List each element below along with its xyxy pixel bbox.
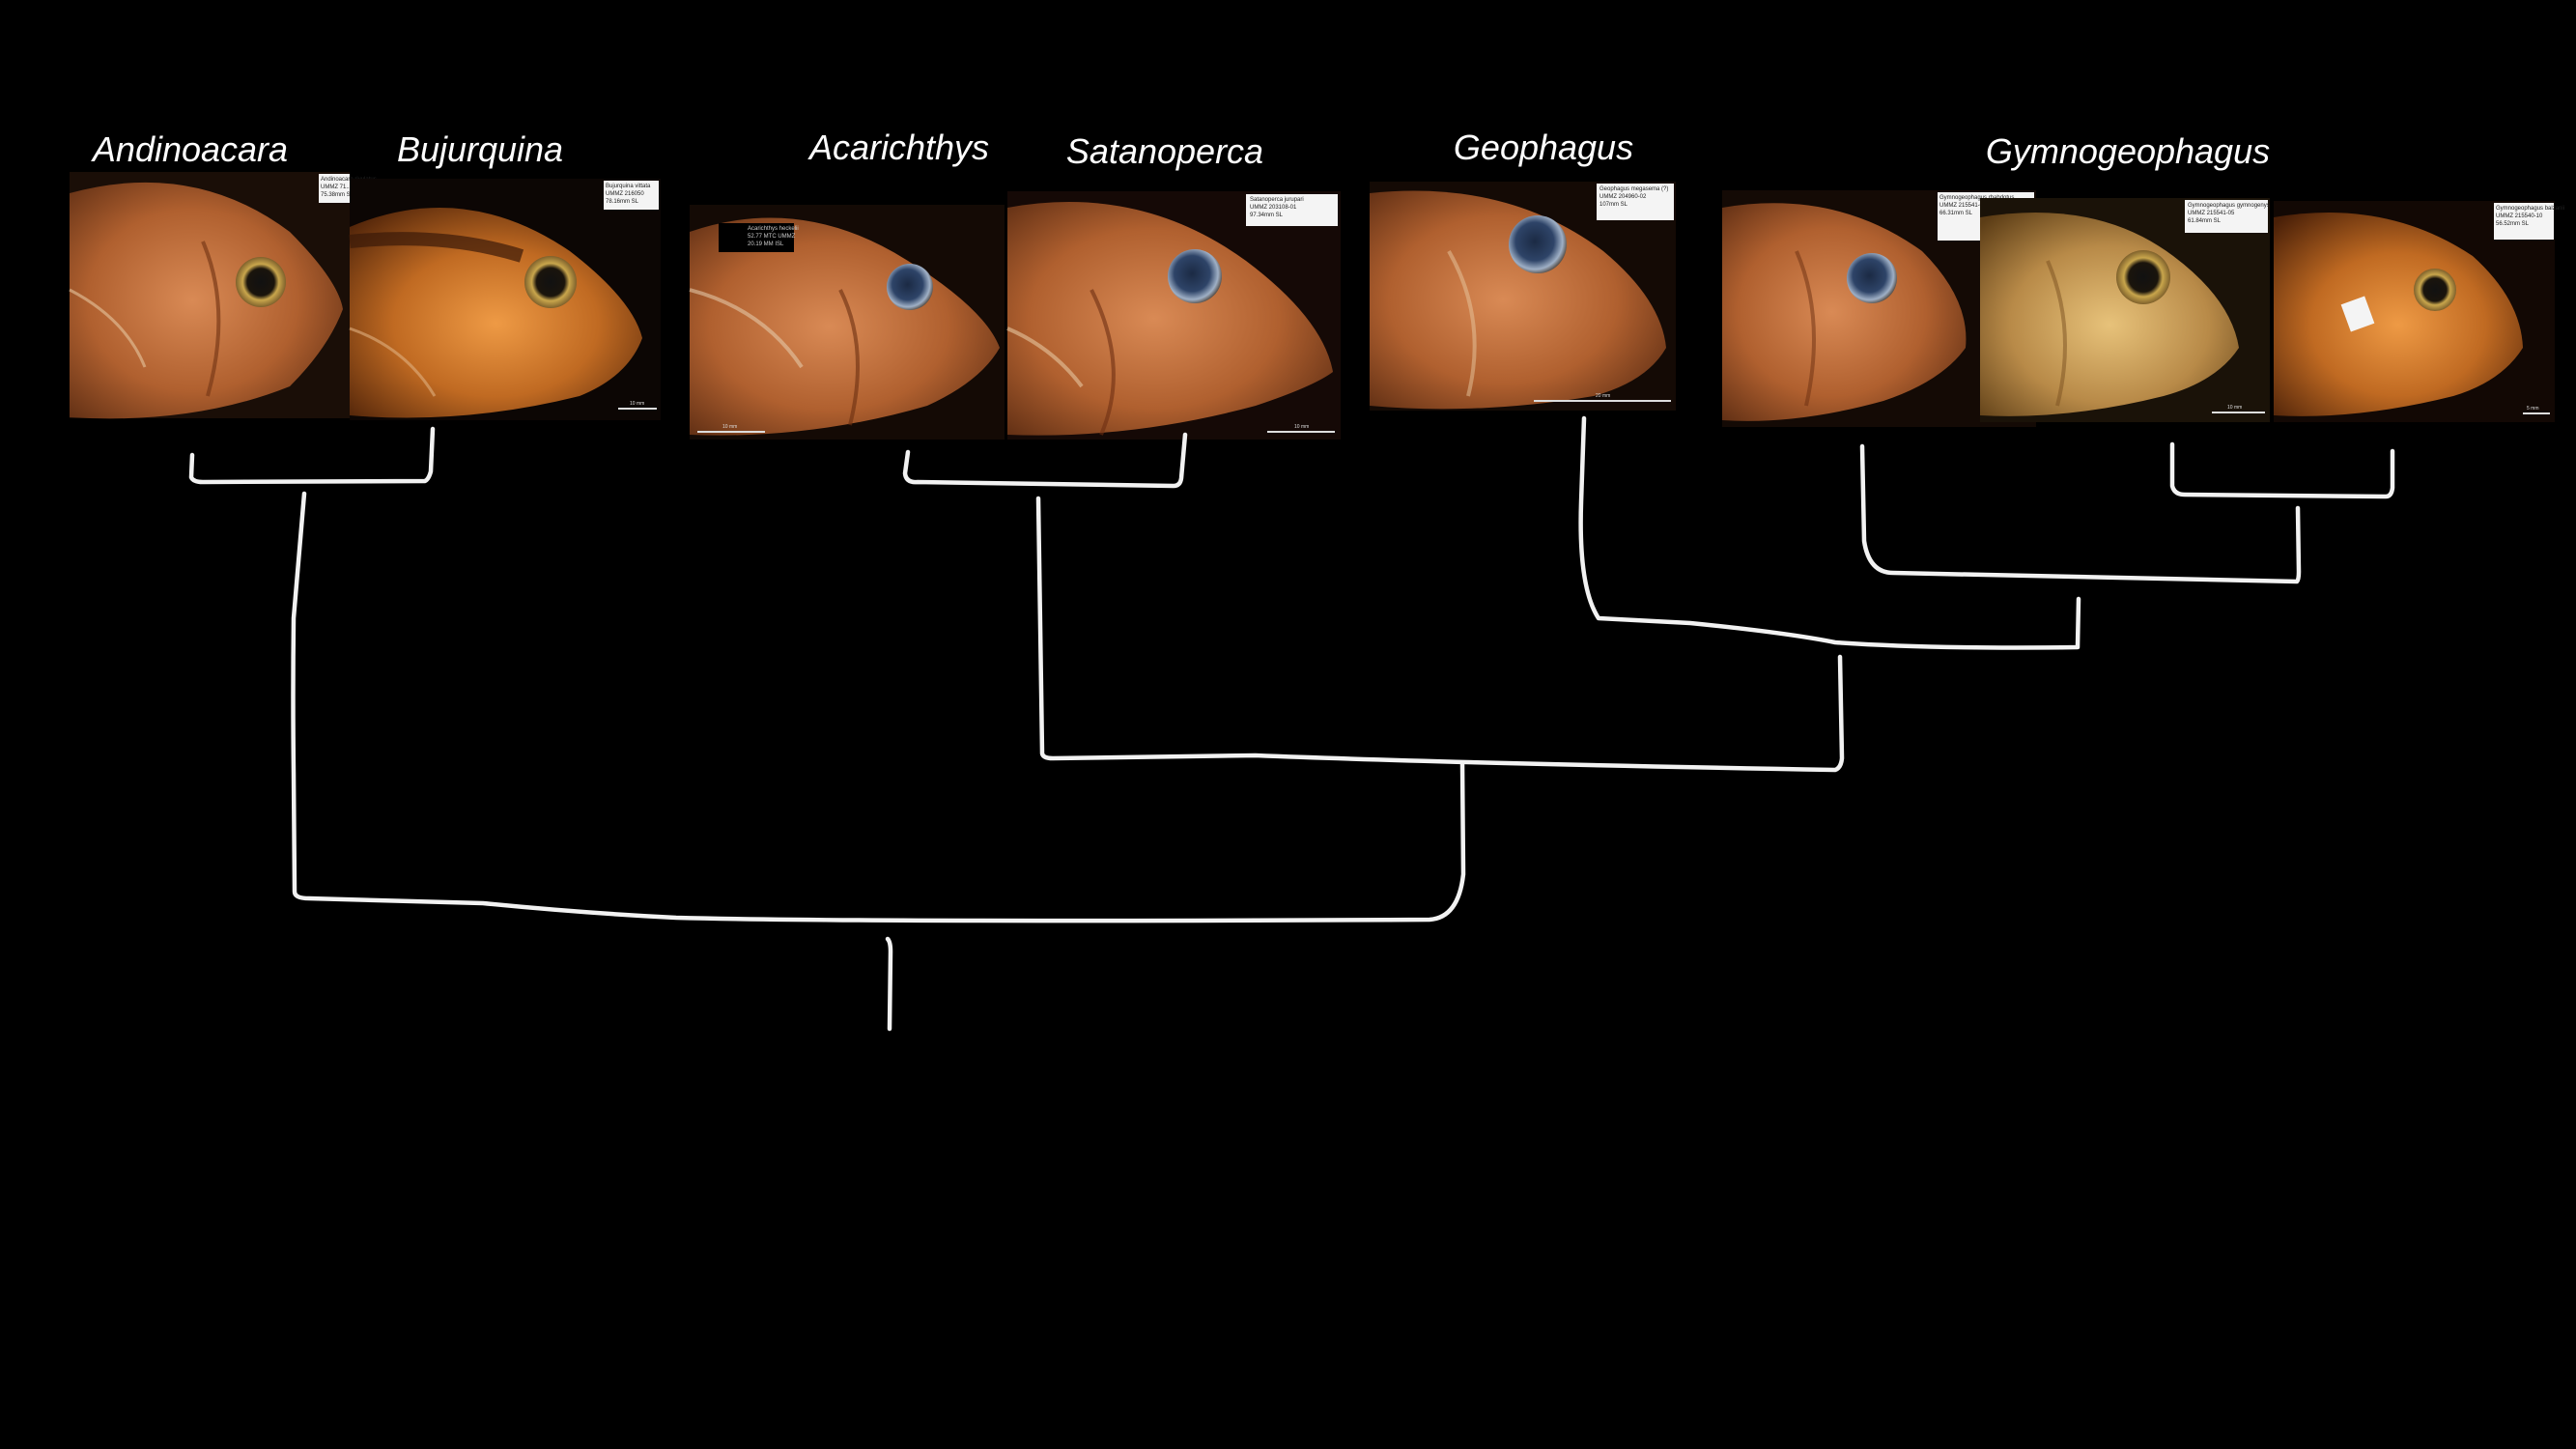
genus-label-acarichthys: Acarichthys bbox=[807, 128, 989, 167]
branch-gymnogeophagus-2-3 bbox=[2169, 441, 2395, 499]
phylogenetic-tree bbox=[188, 415, 2395, 1032]
eye-icon bbox=[524, 256, 577, 308]
photo-caption-line-2: UMMZ 215541-05 bbox=[2188, 211, 2235, 216]
genus-label-satanoperca: Satanoperca bbox=[1066, 131, 1263, 171]
specimen-photos: Andinoacara rivulatus UMMZ 71... 75.38mm… bbox=[69, 172, 2564, 440]
eye-icon bbox=[1168, 249, 1222, 303]
eye-icon bbox=[2116, 250, 2170, 304]
genus-labels: Andinoacara Bujurquina Acarichthys Satan… bbox=[91, 128, 2270, 171]
genus-label-geophagus: Geophagus bbox=[1454, 128, 1633, 167]
branch-andinoacara-bujurquina bbox=[188, 426, 436, 485]
scale-label: 10 mm bbox=[2227, 405, 2242, 411]
specimen-photo-andinoacara: Andinoacara rivulatus UMMZ 71... 75.38mm… bbox=[69, 172, 377, 419]
scale-label: 20 mm bbox=[1596, 393, 1610, 399]
scale-label: 5 mm bbox=[2527, 406, 2539, 412]
photo-caption-line-1: Gymnogeophagus rhabdotus bbox=[1939, 195, 2014, 201]
photo-caption-line-1: Geophagus megasema (?) bbox=[1599, 186, 1668, 192]
photo-caption-line-1: Gymnogeophagus gymnogenys bbox=[2188, 203, 2270, 209]
photo-caption-line-2: UMMZ 216050 bbox=[606, 191, 644, 197]
genus-label-gymnogeophagus: Gymnogeophagus bbox=[1986, 131, 2270, 171]
photo-caption-line-2: UMMZ 203108-01 bbox=[1250, 205, 1297, 211]
photo-caption-line-3: 75.38mm SL bbox=[321, 192, 354, 198]
eye-icon bbox=[1509, 215, 1567, 273]
eye-icon bbox=[236, 257, 286, 307]
branch-satanoperca-geophagus-group bbox=[1035, 496, 1845, 773]
scale-label: 10 mm bbox=[1294, 424, 1309, 430]
specimen-photo-geophagus: Geophagus megasema (?) UMMZ 204960-02 10… bbox=[1370, 182, 1676, 411]
scale-label: 10 mm bbox=[630, 401, 644, 407]
eye-icon bbox=[887, 264, 933, 310]
photo-caption-line-3: 107mm SL bbox=[1599, 202, 1628, 208]
genus-label-andinoacara: Andinoacara bbox=[91, 129, 288, 169]
photo-caption-line-3: 20.19 MM ISL bbox=[748, 242, 784, 247]
photo-caption-line-3: 61.84mm SL bbox=[2188, 218, 2222, 224]
branch-acarichthys-satanoperca bbox=[902, 432, 1188, 489]
eye-icon bbox=[2414, 269, 2456, 311]
photo-caption-line-1: Bujurquina vittata bbox=[606, 184, 651, 189]
photo-caption-line-2: UMMZ 71... bbox=[321, 185, 352, 190]
specimen-photo-gymnogeophagus-2: Gymnogeophagus gymnogenys UMMZ 215541-05… bbox=[1980, 198, 2270, 422]
branch-geophagus-gymnogeophagus bbox=[1578, 415, 2081, 650]
photo-caption-line-1: Acarichthys heckelii bbox=[748, 226, 799, 232]
genus-label-bujurquina: Bujurquina bbox=[397, 129, 563, 169]
photo-caption-line-2: UMMZ 204960-02 bbox=[1599, 194, 1647, 200]
photo-caption-line-3: 66.31mm SL bbox=[1939, 211, 1973, 216]
photo-caption-line-3: 97.34mm SL bbox=[1250, 213, 1284, 218]
branch-gymnogeophagus-inner bbox=[1859, 443, 2302, 584]
eye-icon bbox=[1847, 253, 1897, 303]
photo-caption-line-1: Andinoacara rivulatus bbox=[321, 177, 377, 183]
photo-caption-line-2: 52.77 MTC UMMZ bbox=[748, 234, 796, 240]
specimen-photo-acarichthys: Acarichthys heckelii 52.77 MTC UMMZ 20.1… bbox=[689, 205, 1005, 440]
photo-caption-line-2: UMMZ 215541-04 bbox=[1939, 203, 1987, 209]
specimen-photo-bujurquina: Bujurquina vittata UMMZ 216050 78.16mm S… bbox=[349, 179, 661, 420]
specimen-photo-gymnogeophagus-3: Gymnogeophagus balzanii UMMZ 215540-10 5… bbox=[2274, 201, 2564, 422]
photo-caption-line-3: 56.52mm SL bbox=[2496, 221, 2530, 227]
specimen-photo-satanoperca: Satanoperca jurupari UMMZ 203108-01 97.3… bbox=[1006, 191, 1341, 440]
photo-caption-line-2: UMMZ 215540-10 bbox=[2496, 213, 2543, 219]
branch-root-split bbox=[291, 491, 1466, 923]
scale-label: 10 mm bbox=[722, 424, 737, 430]
branch-root bbox=[885, 936, 893, 1032]
photo-caption-line-1: Satanoperca jurupari bbox=[1250, 197, 1304, 203]
photo-caption-line-3: 78.16mm SL bbox=[606, 199, 639, 205]
specimen-tag bbox=[2340, 296, 2375, 332]
photo-caption-line-1: Gymnogeophagus balzanii bbox=[2496, 206, 2564, 212]
